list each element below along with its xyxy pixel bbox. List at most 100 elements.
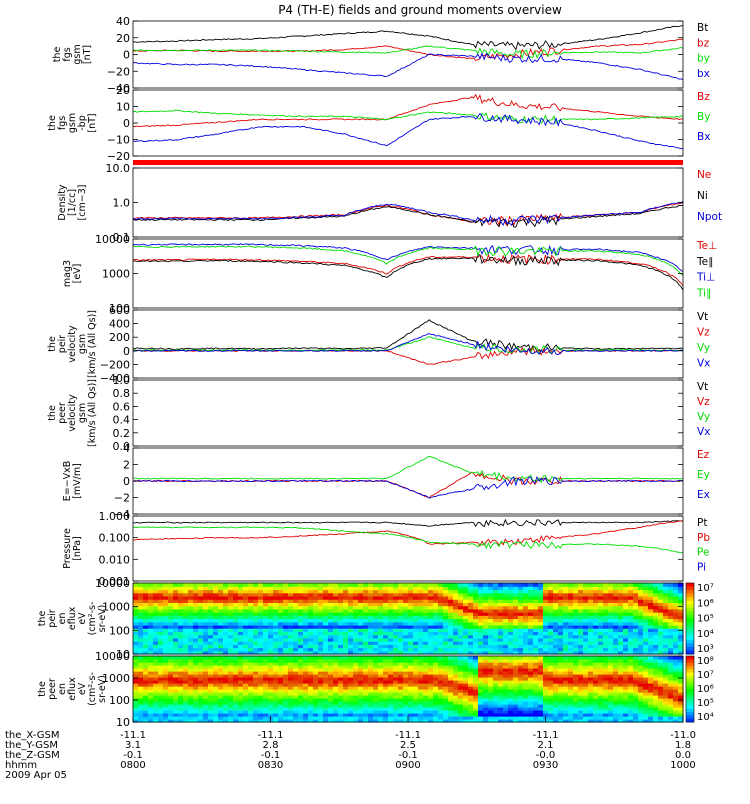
legend-entry: Pe — [697, 547, 709, 559]
y-tick-label: 0 — [123, 49, 130, 62]
spectrogram-cell — [353, 583, 359, 587]
spectrogram-cell — [553, 656, 559, 660]
legend-entry: Bx — [697, 131, 710, 143]
spectrogram-cell — [558, 656, 564, 660]
spectrogram-cell — [148, 656, 154, 660]
spectrogram-cell — [228, 656, 234, 660]
series-line-Pt — [133, 520, 683, 527]
spectrogram-cell — [643, 583, 649, 587]
colorbar-segment — [686, 615, 694, 619]
y-tick-label: −10 — [107, 134, 130, 147]
series-line-Pe — [133, 527, 683, 553]
spectrogram-cell — [153, 656, 159, 660]
spectrogram-cell — [548, 583, 554, 587]
plot-title: P4 (TH-E) fields and ground moments over… — [278, 3, 562, 17]
legend-entry: Vy — [697, 411, 710, 423]
y-tick-label: 1.0 — [113, 197, 131, 210]
spectrogram-cell — [303, 656, 309, 660]
series-line-Te∥ — [133, 255, 683, 291]
spectrogram-cell — [218, 656, 224, 660]
spectrogram-cell — [433, 583, 439, 587]
spectrogram-cell — [538, 583, 544, 587]
spectrogram-cell — [653, 583, 659, 587]
y-axis-label-line: sr-eV) — [97, 605, 108, 633]
spectrogram-cell — [568, 583, 574, 587]
spectrogram-cell — [398, 583, 404, 587]
y-tick-label: 0 — [123, 117, 130, 130]
colorbar-segment — [686, 622, 694, 626]
spectrogram-cell — [208, 583, 214, 587]
series-line-bx — [133, 54, 683, 80]
spectrogram-cell — [628, 656, 634, 660]
panel-frame — [133, 168, 683, 237]
legend-entry: Ni — [697, 190, 708, 202]
spectrogram-cell — [258, 656, 264, 660]
spectrogram-cell — [478, 656, 484, 660]
y-tick-label: 100 — [109, 624, 130, 637]
panel-frame — [133, 310, 683, 378]
spectrogram-cell — [248, 656, 254, 660]
spectrogram-cell — [373, 583, 379, 587]
spectrogram-cell — [623, 583, 629, 587]
spectrogram-cell — [283, 656, 289, 660]
spectrogram-cell — [423, 656, 429, 660]
spectrogram-cell — [513, 583, 519, 587]
spectrogram-cell — [263, 656, 269, 660]
y-axis-label: E=−VxB[mV/m] — [62, 461, 83, 502]
spectrogram-cell — [488, 656, 494, 660]
colorbar-segment — [686, 647, 694, 651]
y-tick-label: 0.010 — [99, 553, 131, 566]
spectrogram-cell — [498, 583, 504, 587]
spectrogram-cell — [508, 656, 514, 660]
spectrogram-cell — [578, 656, 584, 660]
spectrogram-cell — [433, 656, 439, 660]
series-line-Npot — [133, 201, 683, 225]
spectrogram-cell — [658, 583, 664, 587]
spectrogram-cell — [503, 583, 509, 587]
colorbar-tick-label: 10⁵ — [697, 614, 714, 625]
spectrogram-cell — [438, 656, 444, 660]
spectrogram-cell — [193, 583, 199, 587]
spectrogram-cell — [638, 656, 644, 660]
y-tick-label: 1.000 — [99, 510, 131, 523]
spectrogram-cell — [293, 656, 299, 660]
spectrogram-cell — [253, 656, 259, 660]
panel-frame — [133, 21, 683, 88]
y-tick-label: 0 — [123, 475, 130, 488]
y-tick-label: −2 — [114, 492, 130, 505]
spectrogram-cell — [508, 583, 514, 587]
colorbar-segment — [686, 611, 694, 615]
colorbar-tick-label: 10⁴ — [697, 629, 714, 640]
spectrogram-cell — [243, 656, 249, 660]
spectrogram-cell — [288, 583, 294, 587]
series-line-Ez — [133, 472, 683, 498]
spectrogram-cell — [193, 656, 199, 660]
colorbar-segment — [686, 633, 694, 637]
series-line-Ex — [133, 477, 683, 498]
colorbar-segment — [686, 629, 694, 633]
legend-entry: Vy — [697, 342, 710, 354]
spectrogram-cell — [653, 656, 659, 660]
y-tick-label: 0.2 — [113, 427, 131, 440]
spectrogram-cell — [633, 656, 639, 660]
colorbar-segment — [686, 601, 694, 605]
spectrogram-cell — [333, 583, 339, 587]
colorbar-segment — [686, 619, 694, 623]
spectrogram-cell — [668, 583, 674, 587]
spectrogram-cell — [468, 656, 474, 660]
y-tick-label: 4 — [123, 442, 130, 455]
spectrogram-cell — [348, 656, 354, 660]
legend-entry: Ti∥ — [696, 287, 711, 299]
spectrogram-cell — [168, 656, 174, 660]
legend-entry: Pi — [697, 561, 706, 573]
colorbar-segment — [686, 640, 694, 644]
spectrogram-cell — [213, 583, 219, 587]
spectrogram-cell — [543, 583, 549, 587]
spectrogram-cell — [663, 583, 669, 587]
y-tick-label: −200 — [100, 358, 130, 371]
